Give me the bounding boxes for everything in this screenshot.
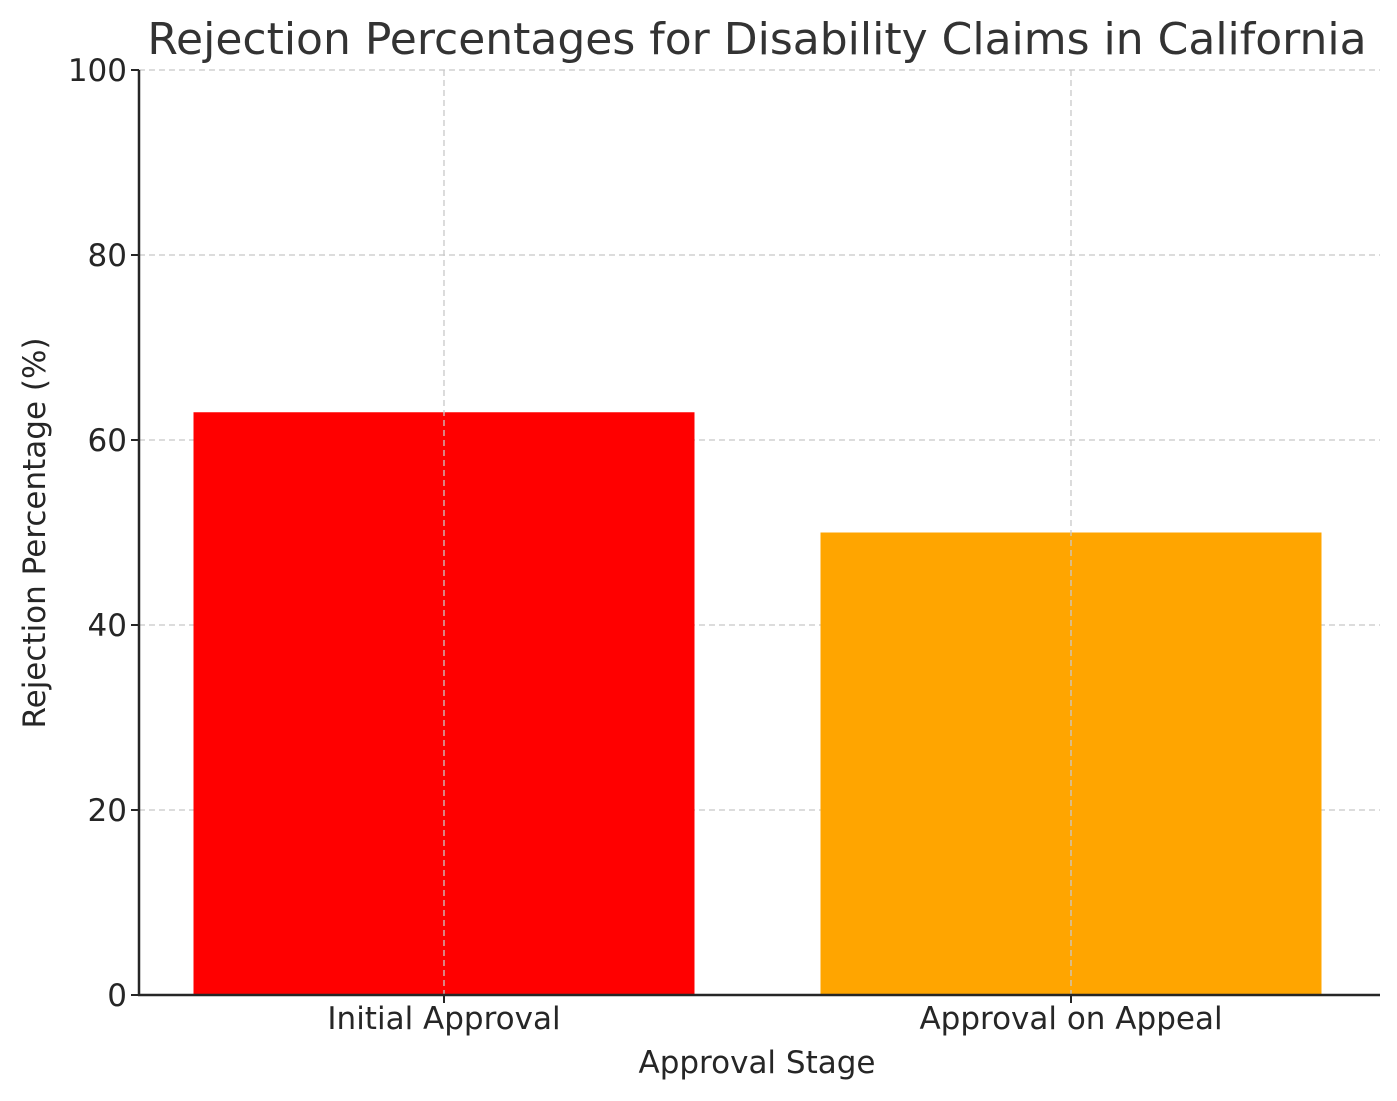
x-axis-label: Approval Stage bbox=[639, 1045, 876, 1081]
y-tick-label: 60 bbox=[88, 423, 127, 459]
y-tick-label: 80 bbox=[88, 238, 127, 274]
y-axis-ticks: 0 20 40 60 80 100 bbox=[68, 53, 139, 1014]
y-tick-label: 40 bbox=[88, 608, 127, 644]
chart-title: Rejection Percentages for Disability Cla… bbox=[147, 14, 1366, 65]
x-tick-label: Approval on Appeal bbox=[919, 1001, 1222, 1037]
bars bbox=[193, 412, 1322, 995]
y-tick-label: 20 bbox=[88, 793, 127, 829]
y-tick-label: 0 bbox=[107, 978, 127, 1014]
y-tick-label: 100 bbox=[68, 53, 127, 89]
x-axis-ticks: Initial Approval Approval on Appeal bbox=[327, 995, 1223, 1037]
x-grid bbox=[443, 70, 1072, 995]
x-tick-label: Initial Approval bbox=[327, 1001, 560, 1037]
y-axis-label: Rejection Percentage (%) bbox=[17, 337, 53, 728]
